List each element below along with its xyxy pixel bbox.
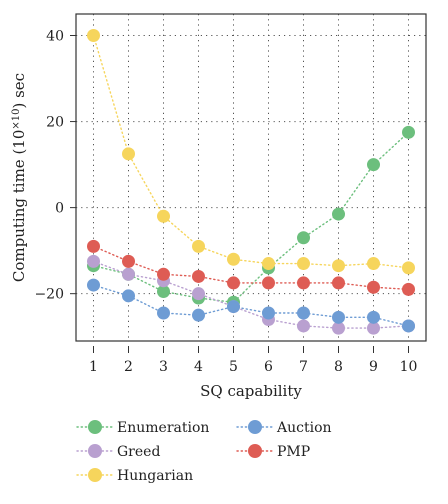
- data-point: [297, 231, 310, 245]
- data-points: [87, 29, 415, 335]
- series-line: [92, 245, 410, 291]
- data-point: [122, 267, 135, 281]
- legend-marker: [88, 444, 102, 458]
- data-point: [402, 125, 415, 139]
- data-point: [367, 280, 380, 294]
- legend-item: Auction: [236, 420, 332, 436]
- data-point: [297, 319, 310, 333]
- x-tick-label: 4: [194, 359, 203, 375]
- data-point: [332, 276, 345, 290]
- x-tick-label: 9: [369, 359, 378, 375]
- series-line: [92, 34, 410, 269]
- axes: 1 2 3 4 5 6 7 8 9 10 40 20 0 −20 SQ capability Computin…: [10, 13, 427, 400]
- data-point: [227, 276, 240, 290]
- x-tick-label: 1: [89, 359, 98, 375]
- data-point: [192, 308, 205, 322]
- legend-label: Greed: [117, 444, 160, 460]
- data-point: [332, 310, 345, 324]
- y-tick-label: 0: [55, 201, 64, 217]
- legend-marker: [88, 468, 102, 482]
- x-tick-label: 6: [264, 359, 273, 375]
- data-point: [122, 289, 135, 303]
- data-point: [262, 306, 275, 320]
- legend-item: Hungarian: [76, 468, 193, 484]
- legend-marker: [248, 444, 262, 458]
- data-point: [87, 254, 100, 268]
- data-point: [367, 158, 380, 172]
- plot-frame: [75, 13, 427, 342]
- data-point: [122, 254, 135, 268]
- x-tick-label: 5: [229, 359, 238, 375]
- data-point: [402, 319, 415, 333]
- series-line: [92, 284, 410, 327]
- data-point: [192, 287, 205, 301]
- legend-label: PMP: [277, 444, 310, 460]
- y-axis-title: Computing time (10×10) sec: [10, 73, 28, 282]
- legend-item: PMP: [236, 444, 310, 460]
- data-point: [402, 261, 415, 275]
- x-tick-label: 8: [334, 359, 343, 375]
- data-point: [262, 276, 275, 290]
- data-point: [157, 285, 170, 299]
- data-point: [122, 147, 135, 161]
- data-point: [297, 257, 310, 271]
- data-point: [262, 257, 275, 271]
- data-point: [367, 310, 380, 324]
- x-tick-label: 10: [400, 359, 418, 375]
- data-point: [332, 259, 345, 273]
- data-point: [367, 321, 380, 335]
- legend-item: Enumeration: [76, 420, 209, 436]
- data-point: [157, 209, 170, 223]
- data-point: [332, 207, 345, 221]
- x-tick-label: 7: [299, 359, 308, 375]
- series-line: [92, 131, 410, 304]
- data-point: [367, 257, 380, 271]
- data-point: [402, 282, 415, 296]
- legend-label: Enumeration: [117, 420, 209, 436]
- data-point: [227, 300, 240, 314]
- data-point: [332, 321, 345, 335]
- data-point: [192, 269, 205, 283]
- y-tick-label: 40: [46, 29, 64, 45]
- legend-marker: [248, 420, 262, 434]
- legend-label: Hungarian: [117, 468, 193, 484]
- legend: Enumeration Auction Greed PMP Hungarian: [76, 420, 332, 484]
- data-point: [87, 29, 100, 43]
- data-point: [192, 239, 205, 253]
- data-point: [297, 306, 310, 320]
- legend-label: Auction: [276, 420, 332, 436]
- data-point: [297, 276, 310, 290]
- series-line: [92, 260, 410, 329]
- data-point: [87, 278, 100, 292]
- series-lines: [92, 34, 410, 329]
- y-tick-label: 20: [46, 115, 64, 131]
- data-point: [87, 239, 100, 253]
- y-tick-label: −20: [34, 287, 64, 303]
- data-point: [157, 306, 170, 320]
- x-tick-label: 3: [159, 359, 168, 375]
- data-point: [157, 267, 170, 281]
- legend-marker: [88, 420, 102, 434]
- x-axis-title: SQ capability: [200, 382, 302, 400]
- legend-item: Greed: [76, 444, 160, 460]
- x-tick-label: 2: [124, 359, 133, 375]
- data-point: [227, 252, 240, 266]
